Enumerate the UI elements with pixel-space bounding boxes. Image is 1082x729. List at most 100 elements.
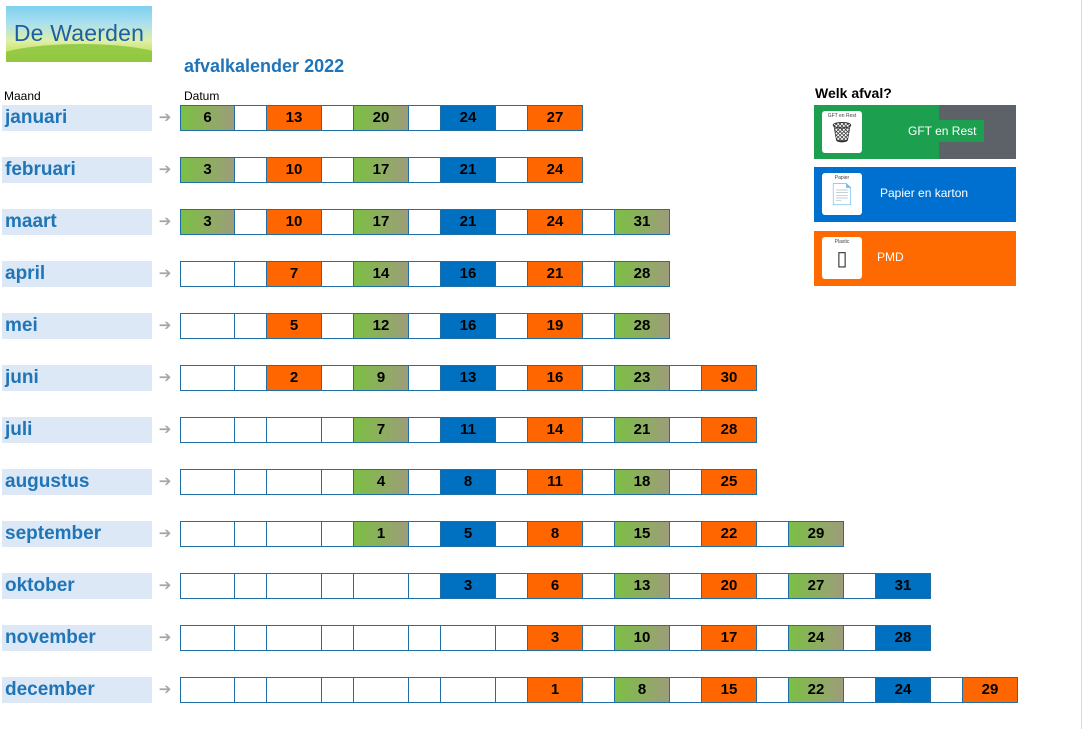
trash-bins-icon: GFT en Rest 🗑	[822, 111, 862, 153]
pickup-day-pmd: 17	[702, 625, 757, 651]
pickup-day-pmd: 1	[528, 677, 583, 703]
empty-day-cell	[496, 521, 528, 547]
bottle-icon: Plastic ▯	[822, 237, 862, 279]
month-label-december: december	[2, 677, 152, 703]
pickup-day-pmd: 16	[528, 365, 583, 391]
empty-day-cell	[180, 417, 235, 443]
empty-day-cell	[670, 417, 702, 443]
legend-gft-icon-caption: GFT en Rest	[827, 113, 857, 119]
empty-day-cell	[670, 625, 702, 651]
legend-gft-label: GFT en Rest	[900, 120, 985, 142]
pickup-day-pmd: 2	[267, 365, 322, 391]
pickup-day-pmd: 21	[528, 261, 583, 287]
month-label-mei: mei	[2, 313, 152, 339]
pickup-day-pmd: 25	[702, 469, 757, 495]
empty-day-cell	[180, 625, 235, 651]
empty-day-cell	[844, 625, 876, 651]
arrow-right-icon: ➔	[158, 629, 172, 646]
empty-day-cell	[235, 417, 267, 443]
arrow-right-icon: ➔	[158, 161, 172, 178]
empty-day-cell	[409, 157, 441, 183]
pickup-day-gft: 17	[354, 209, 409, 235]
pickup-day-gft: 18	[615, 469, 670, 495]
empty-day-cell	[267, 573, 322, 599]
empty-day-cell	[583, 677, 615, 703]
month-label-juni: juni	[2, 365, 152, 391]
pickup-day-gft: 14	[354, 261, 409, 287]
pickup-day-pmd: 5	[267, 313, 322, 339]
empty-day-cell	[670, 573, 702, 599]
pickup-day-pap: 28	[876, 625, 931, 651]
empty-day-cell	[235, 625, 267, 651]
empty-day-cell	[409, 573, 441, 599]
empty-day-cell	[409, 261, 441, 287]
empty-day-cell	[180, 365, 235, 391]
legend-pmd: Plastic ▯ PMD	[814, 231, 1016, 286]
arrow-right-icon: ➔	[158, 473, 172, 490]
pickup-day-gft: 7	[354, 417, 409, 443]
empty-day-cell	[409, 521, 441, 547]
pickup-day-pmd: 19	[528, 313, 583, 339]
pickup-day-gft: 15	[615, 521, 670, 547]
pickup-day-pmd: 6	[528, 573, 583, 599]
empty-day-cell	[670, 469, 702, 495]
pickup-day-gft: 4	[354, 469, 409, 495]
empty-day-cell	[235, 521, 267, 547]
empty-day-cell	[322, 417, 354, 443]
pickup-day-pap: 8	[441, 469, 496, 495]
empty-day-cell	[322, 521, 354, 547]
pickup-day-gft: 20	[354, 105, 409, 131]
empty-day-cell	[844, 677, 876, 703]
empty-day-cell	[583, 209, 615, 235]
empty-day-cell	[496, 261, 528, 287]
month-label-maart: maart	[2, 209, 152, 235]
pickup-day-gft: 9	[354, 365, 409, 391]
empty-day-cell	[180, 313, 235, 339]
pickup-day-gft: 22	[789, 677, 844, 703]
logo-text: De Waerden	[13, 20, 145, 46]
empty-day-cell	[235, 365, 267, 391]
pickup-day-pap: 5	[441, 521, 496, 547]
empty-day-cell	[235, 157, 267, 183]
arrow-right-icon: ➔	[158, 265, 172, 282]
page-title: afvalkalender 2022	[184, 56, 345, 76]
pickup-day-pmd: 28	[702, 417, 757, 443]
empty-day-cell	[235, 105, 267, 131]
empty-day-cell	[322, 677, 354, 703]
pickup-day-pmd: 20	[702, 573, 757, 599]
pickup-day-pmd: 14	[528, 417, 583, 443]
pickup-day-pmd: 13	[267, 105, 322, 131]
legend-title: Welk afval?	[815, 85, 892, 101]
empty-day-cell	[496, 469, 528, 495]
pickup-day-pmd: 11	[528, 469, 583, 495]
pickup-day-gft: 31	[615, 209, 670, 235]
arrow-right-icon: ➔	[158, 421, 172, 438]
column-header-date: Datum	[184, 89, 220, 103]
paper-icon: Papier 📄	[822, 173, 862, 215]
pickup-day-gft: 3	[180, 157, 235, 183]
empty-day-cell	[267, 625, 322, 651]
empty-day-cell	[409, 365, 441, 391]
pickup-day-pmd: 15	[702, 677, 757, 703]
pickup-day-pmd: 24	[528, 157, 583, 183]
empty-day-cell	[409, 417, 441, 443]
month-label-november: november	[2, 625, 152, 651]
arrow-right-icon: ➔	[158, 109, 172, 126]
empty-day-cell	[496, 157, 528, 183]
empty-day-cell	[409, 209, 441, 235]
empty-day-cell	[757, 625, 789, 651]
empty-day-cell	[583, 521, 615, 547]
legend-pmd-label: PMD	[877, 250, 904, 264]
empty-day-cell	[354, 625, 409, 651]
pickup-day-gft: 23	[615, 365, 670, 391]
legend-gft: GFT en Rest 🗑 GFT en Rest	[814, 105, 1016, 159]
pickup-day-gft: 3	[180, 209, 235, 235]
empty-day-cell	[496, 313, 528, 339]
empty-day-cell	[322, 313, 354, 339]
pickup-day-gft: 12	[354, 313, 409, 339]
month-label-oktober: oktober	[2, 573, 152, 599]
arrow-right-icon: ➔	[158, 525, 172, 542]
arrow-right-icon: ➔	[158, 213, 172, 230]
empty-day-cell	[180, 261, 235, 287]
empty-day-cell	[757, 521, 789, 547]
